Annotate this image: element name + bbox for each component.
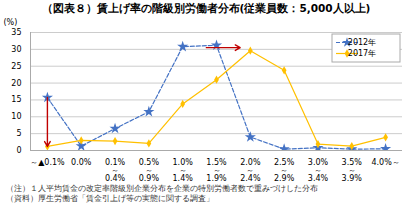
svg-text:2017年: 2017年 <box>348 49 376 58</box>
svg-text:0.5%～0.9%: 0.5%～0.9% <box>139 158 160 183</box>
svg-text:0.0%: 0.0% <box>71 158 92 167</box>
svg-text:2012年: 2012年 <box>348 38 376 47</box>
svg-text:10: 10 <box>11 112 21 121</box>
svg-text:15: 15 <box>11 95 21 104</box>
svg-text:3.5%～3.9%: 3.5%～3.9% <box>342 158 363 183</box>
svg-text:25: 25 <box>11 62 21 71</box>
svg-text:4.0%～: 4.0%～ <box>371 158 399 167</box>
svg-text:2.5%～2.9%: 2.5%～2.9% <box>274 158 295 183</box>
svg-text:1.0%～1.4%: 1.0%～1.4% <box>173 158 194 183</box>
svg-text:(%): (%) <box>4 18 18 27</box>
svg-text:1.5%～1.9%: 1.5%～1.9% <box>206 158 227 183</box>
svg-text:20: 20 <box>11 79 21 88</box>
svg-text:5: 5 <box>16 129 21 138</box>
svg-text:～▲0.1%: ～▲0.1% <box>30 158 65 167</box>
html-text:（注）１人平均賃金の改定率階級別企業分布を企業の特別労働者数: （注）１人平均賃金の改定率階級別企業分布を企業の特別労働者数で重みづけした分布 <box>6 184 318 193</box>
svg-text:2.0%～2.4%: 2.0%～2.4% <box>240 158 261 183</box>
svg-text:0: 0 <box>16 146 21 155</box>
html-text:（資料）厚生労働省「賃金引上げ等の実態に関する調査」: （資料）厚生労働省「賃金引上げ等の実態に関する調査」 <box>6 194 214 203</box>
html-text:（図表８）賃上げ率の階級別労働者分布(従業員数：5,000人: （図表８）賃上げ率の階級別労働者分布(従業員数：5,000人以上) <box>41 2 371 14</box>
svg-text:3.0%～3.4%: 3.0%～3.4% <box>308 158 329 183</box>
svg-text:30: 30 <box>11 45 21 54</box>
svg-text:0.1%～0.4%: 0.1%～0.4% <box>105 158 126 183</box>
svg-text:35: 35 <box>11 28 21 37</box>
